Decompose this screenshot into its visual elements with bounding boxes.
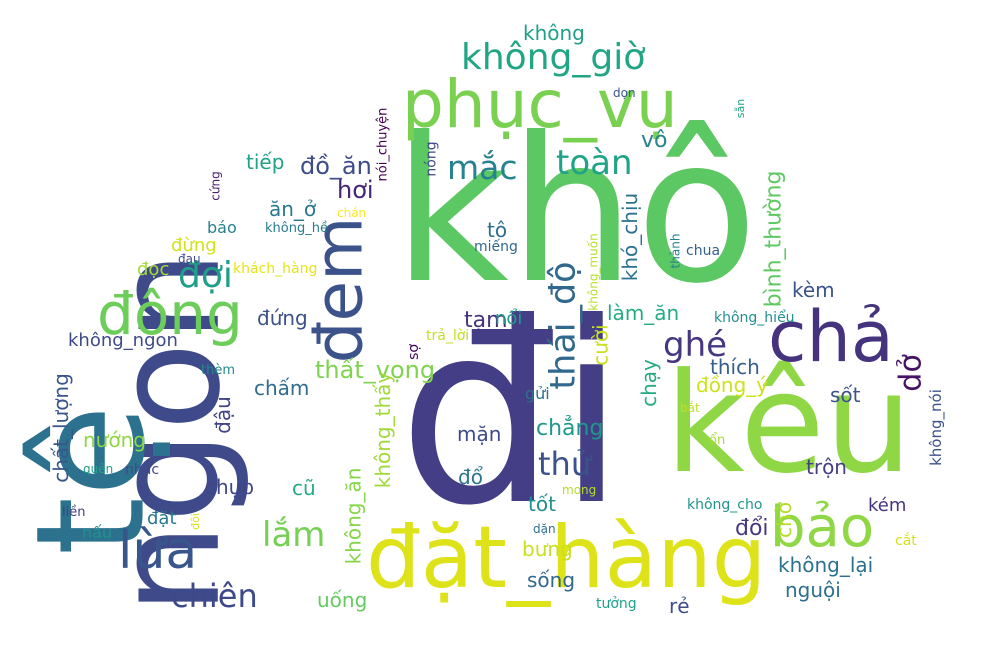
- word: đôi: [188, 513, 202, 530]
- word: đồ_ăn: [300, 152, 372, 180]
- word: nhắc: [125, 462, 160, 478]
- word: đặt_hàng: [366, 508, 767, 608]
- word: không_nói: [926, 389, 945, 466]
- word: gửi: [525, 384, 550, 403]
- word: không_cho: [687, 497, 763, 513]
- word: thích: [710, 355, 760, 379]
- word: khó_chịu: [618, 192, 643, 282]
- word: đặt: [147, 508, 177, 529]
- word: thất_vọng: [315, 356, 436, 384]
- word: mong: [562, 483, 597, 497]
- word: ăn_ở: [269, 197, 317, 221]
- word: sốt: [830, 383, 861, 407]
- word: không_ngon: [68, 330, 178, 351]
- word: trộn: [806, 455, 847, 479]
- word: quên: [83, 462, 114, 476]
- word: đọc: [137, 259, 170, 280]
- word: đậu: [210, 396, 235, 434]
- word: bình_thường: [761, 170, 787, 308]
- word: rẻ: [669, 594, 690, 618]
- word: kèm: [792, 278, 835, 302]
- word: khách_hàng: [233, 261, 318, 277]
- word: tốt: [528, 492, 556, 516]
- word: trả_lời: [426, 328, 470, 344]
- word: nổi: [495, 308, 523, 329]
- word: đổ: [458, 465, 483, 489]
- word: mắc: [447, 148, 518, 187]
- word: nấu: [82, 523, 113, 542]
- word: tưởng: [596, 596, 637, 612]
- word: vô: [641, 128, 668, 153]
- word: nói_chuyện: [375, 107, 391, 182]
- word: không: [523, 21, 585, 45]
- word: tô: [487, 218, 508, 242]
- word: lừa: [118, 521, 198, 581]
- word: không_ăn: [341, 467, 366, 565]
- word: nguội: [785, 578, 841, 602]
- word: đi: [398, 269, 627, 560]
- word: sợ: [405, 344, 422, 360]
- word: không_muốn: [586, 233, 601, 311]
- word: thử: [538, 445, 592, 483]
- word: thèm: [201, 363, 235, 378]
- word: đợi: [178, 255, 233, 296]
- word: đem: [300, 216, 378, 364]
- word: liền: [62, 505, 86, 520]
- word: dở: [893, 354, 929, 392]
- word: ổn: [709, 433, 726, 448]
- word: đứng: [257, 306, 308, 330]
- word: đừng: [171, 235, 217, 256]
- word: không_hiểu: [714, 310, 795, 326]
- word: chấm: [254, 376, 310, 400]
- word: hơi: [337, 176, 374, 204]
- word: không_lại: [778, 553, 874, 577]
- word: ghé: [663, 325, 728, 365]
- word: toàn: [556, 143, 633, 183]
- word: không_thấy: [371, 371, 396, 489]
- word: cũ: [292, 476, 316, 500]
- word: miếng: [474, 239, 518, 255]
- word: kém: [868, 495, 907, 516]
- word: khô: [393, 95, 758, 328]
- word: dọn: [613, 86, 636, 100]
- word: cứng: [208, 171, 223, 201]
- word: chả: [768, 296, 894, 378]
- word: tiếp: [246, 150, 285, 174]
- word: kêu: [665, 343, 913, 504]
- word: nóng: [423, 141, 440, 177]
- word: sẵn: [734, 98, 748, 119]
- word: thái_độ: [543, 261, 584, 390]
- word: báo: [207, 218, 237, 237]
- word: bưng: [522, 537, 573, 561]
- word: chiên: [171, 577, 258, 615]
- word: chua: [686, 243, 721, 259]
- word: mặn: [457, 422, 502, 446]
- word: chạy: [636, 359, 661, 407]
- word: cười: [588, 324, 613, 366]
- word: chẳng: [536, 416, 604, 441]
- word: tạm: [464, 308, 508, 333]
- word: đổi: [735, 516, 769, 541]
- word: đông: [97, 280, 243, 348]
- word: đau: [178, 252, 201, 266]
- word: sống: [527, 568, 576, 592]
- word: bảo: [770, 495, 875, 560]
- word: không_hề: [265, 221, 328, 236]
- word: thành: [668, 233, 683, 269]
- word: dặn: [533, 522, 556, 536]
- word: chờ: [771, 502, 796, 538]
- word: phục_vụ: [402, 66, 678, 143]
- word: lắm: [262, 515, 326, 555]
- word: nướng: [83, 428, 146, 452]
- word: bắt: [680, 401, 700, 415]
- word: uống: [317, 588, 368, 612]
- word: không_giờ: [461, 37, 646, 78]
- word: chán: [337, 206, 367, 220]
- word: cắt: [895, 533, 917, 549]
- word: đồng_ý: [696, 373, 769, 397]
- word: làm_ăn: [607, 301, 680, 325]
- word: chất_lượng: [48, 373, 73, 483]
- word: chụp: [205, 475, 255, 499]
